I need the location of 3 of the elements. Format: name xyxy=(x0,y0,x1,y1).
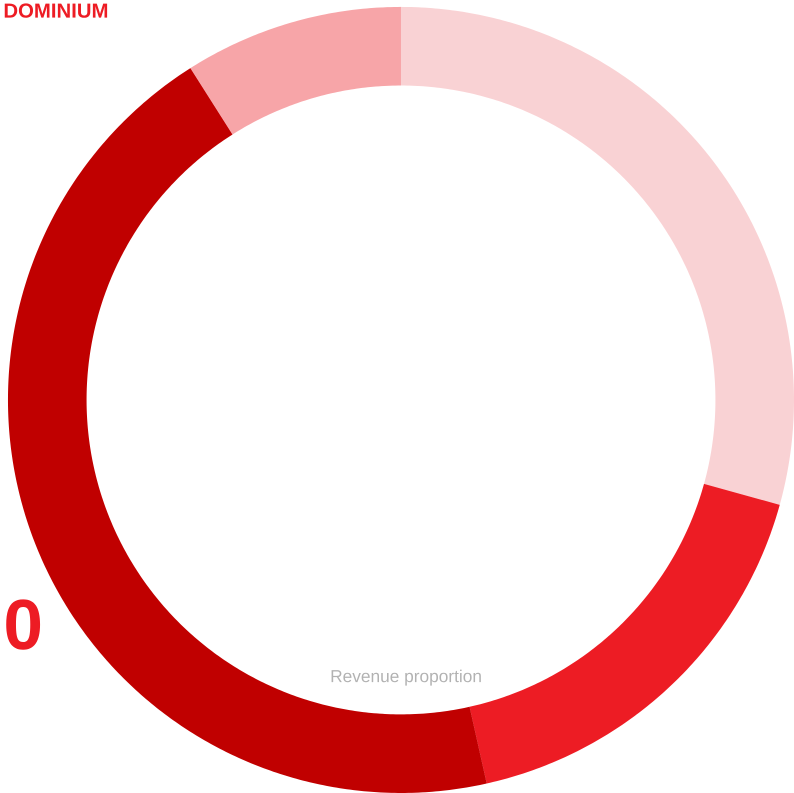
text: 0 xyxy=(6,599,40,650)
chart-title: DOMINIUM xyxy=(4,3,108,18)
text: Revenue proportion xyxy=(332,670,481,686)
